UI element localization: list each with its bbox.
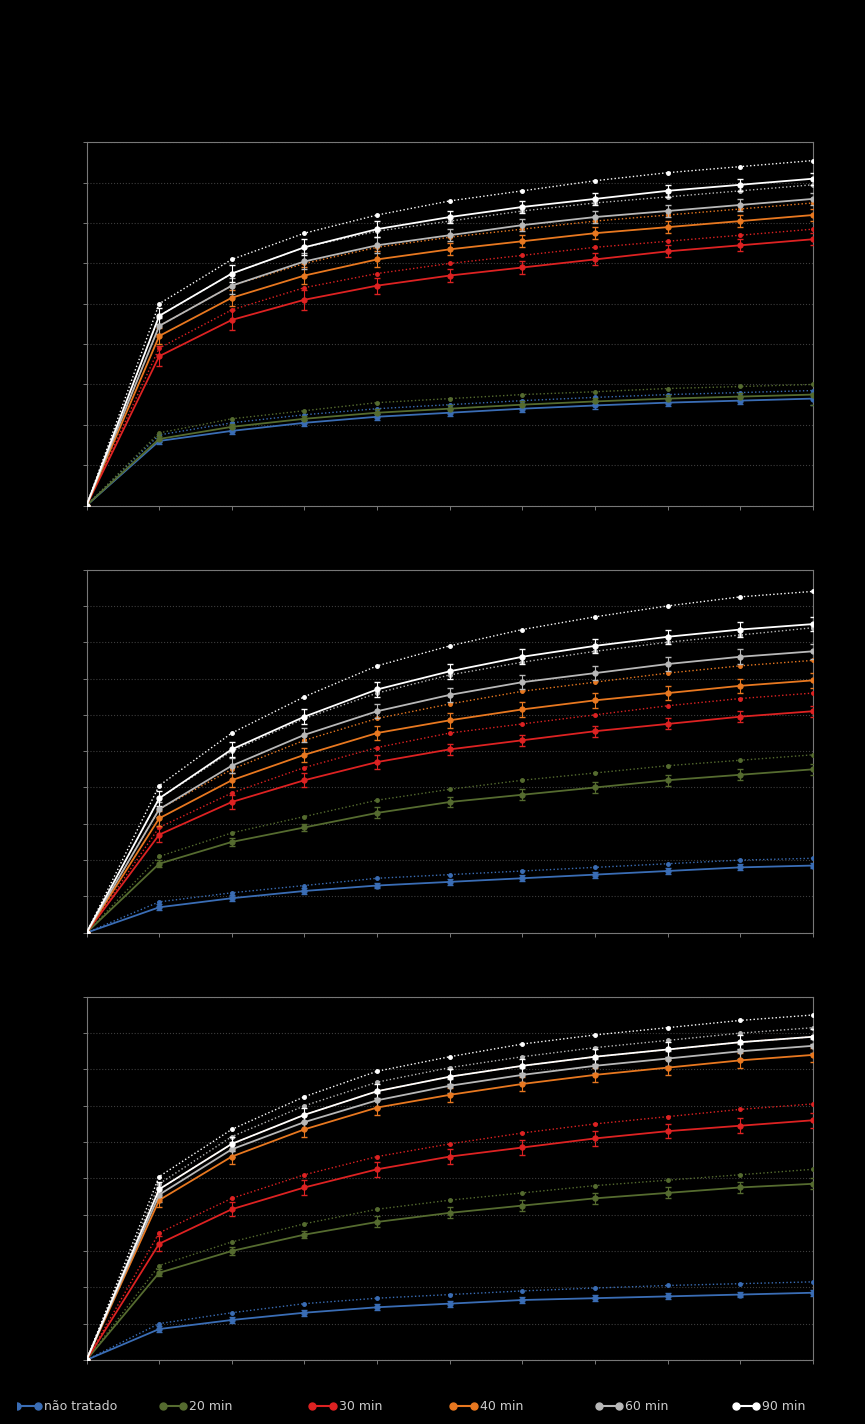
Text: 40 min: 40 min [480, 1400, 523, 1413]
Text: 90 min: 90 min [762, 1400, 805, 1413]
Text: 20 min: 20 min [189, 1400, 233, 1413]
Text: 30 min: 30 min [339, 1400, 382, 1413]
Text: 60 min: 60 min [625, 1400, 669, 1413]
Text: não tratado: não tratado [44, 1400, 117, 1413]
